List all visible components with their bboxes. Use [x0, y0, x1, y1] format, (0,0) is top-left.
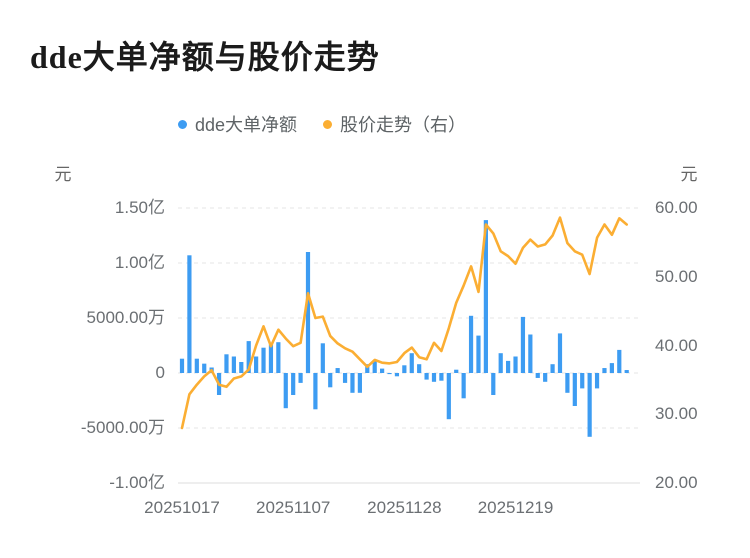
left-axis-tick: 1.50亿: [114, 198, 165, 217]
dde-net-bar: [520, 316, 526, 373]
dde-net-bar: [402, 365, 407, 373]
dde-net-bar: [187, 255, 192, 373]
left-axis-tick: -5000.00万: [80, 418, 165, 437]
dde-net-bar: [446, 373, 451, 420]
dde-net-bar: [409, 353, 414, 373]
dde-net-bar: [305, 252, 311, 373]
dde-net-bar: [350, 373, 355, 393]
dde-net-bar: [224, 354, 229, 373]
right-axis-tick: 60.00: [655, 198, 698, 217]
dde-net-bar: [202, 363, 207, 373]
dde-net-bar: [417, 364, 422, 373]
dde-net-bar: [476, 335, 481, 373]
dde-net-bar: [380, 368, 385, 373]
dde-net-bar: [491, 373, 496, 395]
left-axis-unit: 元: [54, 165, 72, 184]
dde-net-bar: [454, 369, 459, 373]
dde-net-bar: [557, 333, 563, 373]
dde-net-bar: [365, 364, 370, 373]
right-axis-tick: 40.00: [655, 335, 698, 355]
dde-net-bar: [424, 373, 429, 380]
dde-net-bar: [298, 373, 303, 383]
dde-net-bar: [231, 356, 236, 373]
price-line: [180, 216, 629, 430]
dde-net-bar: [528, 334, 533, 373]
dde-net-bar: [320, 343, 325, 373]
dde-net-bar: [461, 373, 466, 399]
dde-net-bar: [283, 373, 288, 409]
dde-net-bar: [594, 373, 600, 389]
dde-net-bar: [624, 370, 629, 373]
dde-net-bar: [268, 344, 274, 373]
x-axis-date-label: 20251128: [367, 498, 442, 517]
dde-net-bar: [179, 358, 185, 373]
chart-title: dde大单净额与股价走势: [30, 39, 380, 75]
right-axis-tick: 50.00: [655, 266, 698, 286]
dde-net-bar: [468, 315, 474, 373]
dde-net-bar: [313, 373, 318, 410]
dde-net-bar: [246, 341, 251, 373]
dde-net-bar: [387, 373, 392, 375]
dde-net-bar: [357, 373, 362, 393]
dde-net-bar: [254, 356, 259, 373]
dde-net-bar: [239, 362, 244, 373]
dde-net-bar: [543, 373, 548, 382]
left-axis-tick: 1.00亿: [114, 253, 165, 272]
legend-item-price[interactable]: 股价走势（右）: [323, 111, 466, 137]
dde-net-bar: [587, 373, 592, 437]
legend-label: 股价走势（右）: [340, 115, 467, 135]
dde-net-bar: [513, 356, 518, 373]
x-axis-date-label: 20251017: [144, 498, 220, 517]
x-axis-date-label: 20251219: [477, 498, 554, 517]
right-axis-tick: 30.00: [655, 404, 698, 424]
left-axis-tick: 5000.00万: [86, 308, 165, 327]
dde-net-bar: [565, 373, 570, 393]
dde-net-bar: [572, 373, 577, 406]
left-axis-tick: -1.00亿: [109, 473, 165, 492]
dde-net-bar: [276, 342, 281, 373]
legend-dot-blue-icon: [178, 119, 187, 129]
right-axis-tick: 20.00: [655, 473, 698, 492]
dde-net-bar: [439, 373, 444, 381]
left-axis-tick: 0: [155, 363, 165, 382]
dde-net-bar: [506, 360, 511, 373]
dde-net-bar: [372, 360, 377, 373]
dde-net-bar: [328, 373, 333, 388]
dde-net-bar: [609, 363, 614, 373]
dde-net-bar: [291, 373, 296, 395]
legend: dde大单净额 股价走势（右）: [178, 111, 466, 137]
dde-net-bar: [261, 347, 266, 373]
dde-net-bar: [342, 373, 348, 383]
dde-net-bar: [194, 358, 199, 373]
dde-net-bar: [617, 349, 622, 373]
legend-item-dde-net[interactable]: dde大单净额: [178, 111, 297, 137]
dde-net-bar: [498, 353, 503, 373]
dde-net-bar: [580, 373, 585, 389]
dde-net-bar: [602, 368, 607, 373]
legend-label: dde大单净额: [195, 115, 298, 135]
dde-net-bar: [431, 373, 437, 382]
dde-net-bar: [335, 368, 340, 373]
dde-net-bar: [535, 373, 540, 378]
dde-net-bar: [483, 220, 488, 373]
x-axis-date-label: 20251107: [255, 498, 331, 517]
dde-net-bar: [550, 364, 555, 373]
legend-dot-orange-icon: [323, 119, 333, 129]
dde-net-bar: [394, 373, 400, 377]
right-axis-unit: 元: [680, 165, 698, 184]
